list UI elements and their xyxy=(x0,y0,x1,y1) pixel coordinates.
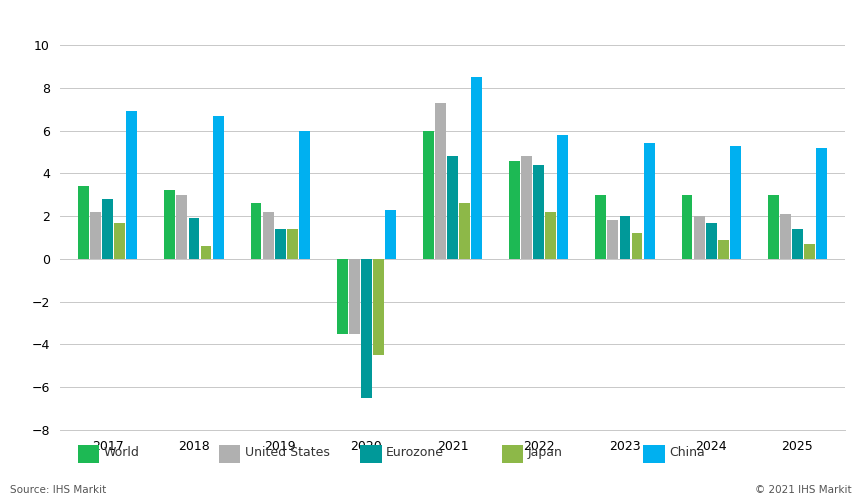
Bar xyxy=(373,259,383,355)
Text: Eurozone: Eurozone xyxy=(386,446,443,459)
Bar xyxy=(767,194,777,259)
Bar xyxy=(164,190,175,259)
Text: China: China xyxy=(668,446,703,459)
Bar xyxy=(803,244,814,259)
Bar xyxy=(189,218,199,259)
FancyBboxPatch shape xyxy=(642,445,664,462)
Bar xyxy=(423,130,433,259)
Bar xyxy=(509,160,519,259)
Bar xyxy=(717,240,728,259)
Bar xyxy=(102,199,113,259)
Text: © 2021 IHS Markit: © 2021 IHS Markit xyxy=(754,485,851,495)
Bar xyxy=(263,212,273,259)
Bar xyxy=(337,259,347,334)
Bar xyxy=(607,220,617,259)
Bar xyxy=(815,148,826,259)
Bar xyxy=(115,222,125,259)
FancyBboxPatch shape xyxy=(77,445,99,462)
Bar xyxy=(779,214,790,259)
Bar xyxy=(521,156,531,259)
Bar xyxy=(213,116,223,259)
Bar xyxy=(287,229,297,259)
Bar xyxy=(435,103,445,259)
Bar xyxy=(78,186,89,259)
Bar xyxy=(545,212,555,259)
Bar xyxy=(90,212,101,259)
Bar xyxy=(557,135,567,259)
Bar xyxy=(385,210,395,259)
Text: Real GDP growth (percent change): Real GDP growth (percent change) xyxy=(10,16,336,34)
Bar xyxy=(127,112,137,259)
Bar xyxy=(251,204,261,259)
FancyBboxPatch shape xyxy=(501,445,523,462)
Bar xyxy=(595,194,605,259)
Bar xyxy=(693,216,703,259)
Bar xyxy=(791,229,802,259)
Bar xyxy=(619,216,629,259)
Text: World: World xyxy=(103,446,139,459)
Bar xyxy=(299,130,309,259)
Bar xyxy=(447,156,457,259)
Bar xyxy=(459,204,469,259)
FancyBboxPatch shape xyxy=(219,445,240,462)
Bar xyxy=(705,222,715,259)
Bar xyxy=(201,246,211,259)
Text: Japan: Japan xyxy=(527,446,561,459)
Bar xyxy=(275,229,285,259)
Bar xyxy=(177,194,187,259)
Bar xyxy=(471,77,481,259)
FancyBboxPatch shape xyxy=(360,445,381,462)
Bar xyxy=(631,233,641,259)
Bar xyxy=(533,165,543,259)
Bar xyxy=(361,259,371,398)
Bar xyxy=(643,144,653,259)
Bar xyxy=(729,146,740,259)
Bar xyxy=(349,259,359,334)
Bar xyxy=(681,194,691,259)
Text: Source: IHS Markit: Source: IHS Markit xyxy=(10,485,107,495)
Text: United States: United States xyxy=(245,446,329,459)
